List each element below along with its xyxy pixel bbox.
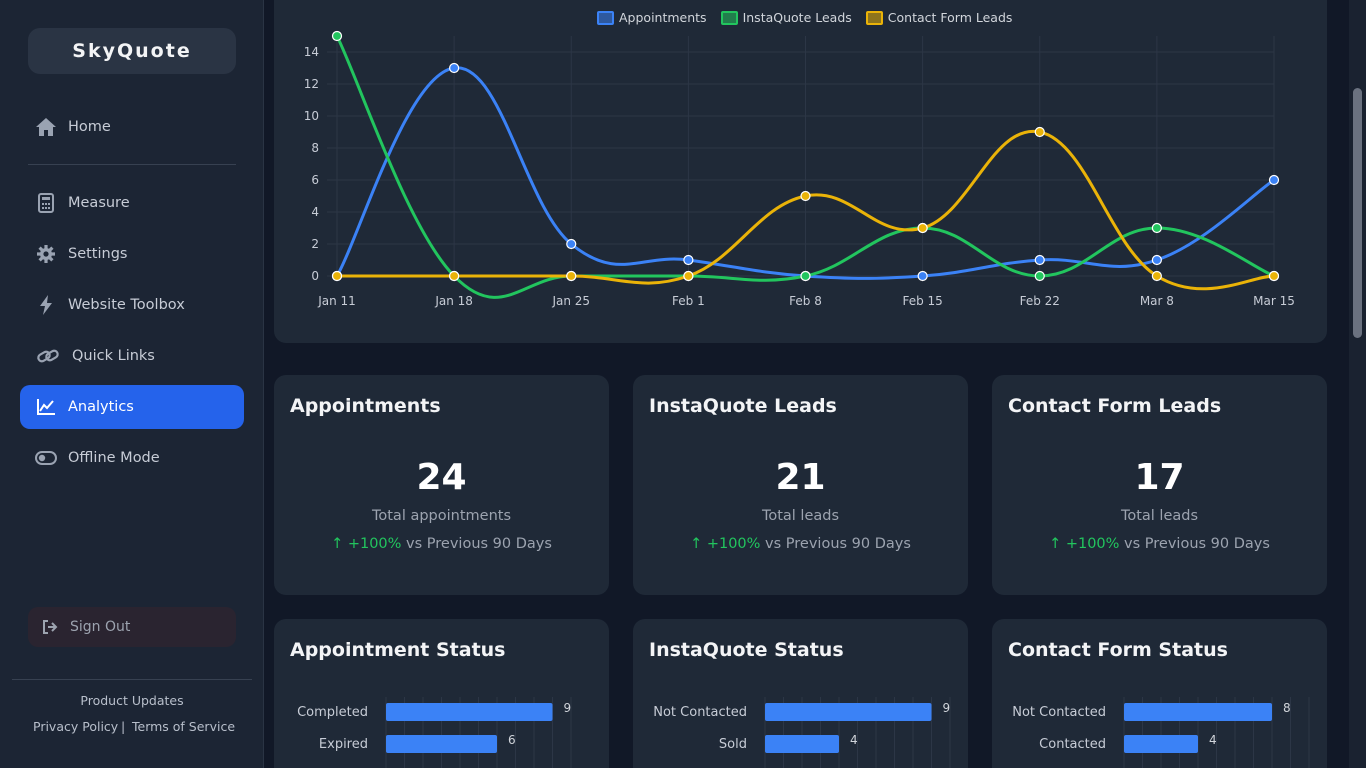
change-percent: +100% <box>706 536 761 552</box>
appointments-stat-card: Appointments 24 Total appointments ↑ +10… <box>274 375 609 595</box>
sign-out-icon <box>42 620 58 634</box>
sign-out-label: Sign Out <box>70 619 131 635</box>
product-updates-link[interactable]: Product Updates <box>80 693 184 708</box>
sidebar-item-label: Analytics <box>68 399 134 415</box>
status-bar[interactable] <box>386 703 553 721</box>
appointment-status-card: Appointment Status Completed 9 Expired 6 <box>274 619 609 768</box>
change-percent: +100% <box>1065 536 1120 552</box>
bar-label: Contacted <box>1039 737 1106 752</box>
bar-value: 8 <box>1283 701 1291 715</box>
card-title: Contact Form Status <box>1008 639 1228 661</box>
trend-chart-card <box>274 0 1327 343</box>
sidebar-item-label: Quick Links <box>72 348 155 364</box>
sidebar-item-label: Offline Mode <box>68 450 160 466</box>
change-suffix: vs Previous 90 Days <box>1119 536 1270 552</box>
sidebar-item-quick-links[interactable]: Quick Links <box>20 334 244 378</box>
bar-label: Sold <box>719 737 747 752</box>
sidebar-item-settings[interactable]: Settings <box>20 232 244 276</box>
legend-swatch <box>865 10 883 25</box>
footer-divider <box>12 679 252 680</box>
card-title: Appointment Status <box>290 639 506 661</box>
status-bar-chart: Not Contacted 8 Contacted 4 <box>1012 697 1310 768</box>
scrollbar-thumb[interactable] <box>1353 88 1362 338</box>
sidebar-item-label: Home <box>68 119 111 135</box>
card-title: InstaQuote Leads <box>649 395 837 417</box>
stat-label: Total leads <box>1120 508 1199 524</box>
legend-swatch <box>597 10 614 25</box>
sidebar-divider <box>28 164 236 165</box>
status-bar[interactable] <box>386 735 497 753</box>
contact-form-stat-card: Contact Form Leads 17 Total leads ↑ +100… <box>992 375 1327 595</box>
status-bar[interactable] <box>765 703 932 721</box>
legend-label: Appointments <box>619 10 707 25</box>
bar-value: 6 <box>508 733 516 747</box>
instaquote-stat-card: InstaQuote Leads 21 Total leads ↑ +100% … <box>633 375 968 595</box>
arrow-up-icon: ↑ <box>331 536 344 552</box>
sidebar-item-measure[interactable]: Measure <box>20 181 244 225</box>
sign-out-button[interactable]: Sign Out <box>28 607 236 647</box>
home-icon <box>34 115 58 139</box>
stat-change: ↑ +100% vs Previous 90 Days <box>633 536 968 552</box>
arrow-up-icon: ↑ <box>1049 536 1062 552</box>
stat-value: 24 <box>416 457 467 498</box>
card-title: Contact Form Leads <box>1008 395 1222 417</box>
sidebar-item-label: Measure <box>68 195 130 211</box>
sidebar-item-label: Website Toolbox <box>68 297 185 313</box>
status-bar[interactable] <box>765 735 839 753</box>
sidebar-item-offline-mode[interactable]: Offline Mode <box>20 436 244 480</box>
bar-label: Expired <box>319 737 368 752</box>
status-bar-chart: Not Contacted 9 Sold 4 <box>653 697 951 768</box>
status-bar-chart: Completed 9 Expired 6 <box>297 697 572 768</box>
calculator-icon <box>34 191 58 215</box>
legend-appointments[interactable]: Appointments <box>597 10 707 25</box>
bar-label: Not Contacted <box>1012 705 1106 720</box>
lightning-icon <box>34 293 58 317</box>
chart-line-icon <box>34 395 58 419</box>
privacy-policy-link[interactable]: Privacy Policy <box>33 719 119 734</box>
sidebar: SkyQuote Home Measure Settings Website T… <box>0 0 264 768</box>
bar-value: 4 <box>850 733 858 747</box>
card-title: InstaQuote Status <box>649 639 844 661</box>
stat-change: ↑ +100% vs Previous 90 Days <box>992 536 1327 552</box>
sidebar-item-analytics[interactable]: Analytics <box>20 385 244 429</box>
status-bar[interactable] <box>1124 703 1272 721</box>
change-percent: +100% <box>347 536 402 552</box>
stat-value: 21 <box>775 457 826 498</box>
bar-label: Completed <box>297 705 368 720</box>
bar-value: 4 <box>1209 733 1217 747</box>
legend-label: Contact Form Leads <box>887 10 1013 25</box>
legend-label: InstaQuote Leads <box>742 10 852 25</box>
stat-label: Total leads <box>761 508 840 524</box>
sidebar-item-label: Settings <box>68 246 128 262</box>
stat-change: ↑ +100% vs Previous 90 Days <box>274 536 609 552</box>
legend-swatch <box>720 10 738 25</box>
contact-form-status-card: Contact Form Status Not Contacted 8 Contac… <box>992 619 1327 768</box>
gear-icon <box>34 242 58 266</box>
terms-of-service-link[interactable]: Terms of Service <box>132 719 236 734</box>
bar-value: 9 <box>943 701 951 715</box>
stat-label: Total appointments <box>371 508 512 524</box>
sidebar-item-home[interactable]: Home <box>20 105 244 149</box>
change-suffix: vs Previous 90 Days <box>760 536 911 552</box>
arrow-up-icon: ↑ <box>690 536 703 552</box>
legend-instaquote[interactable]: InstaQuote Leads <box>720 10 852 25</box>
footer-separator: | <box>121 719 126 734</box>
instaquote-status-card: InstaQuote Status Not Contacted 9 Sold 4 <box>633 619 968 768</box>
chart-legend: Appointments InstaQuote Leads Contact Fo… <box>597 10 1012 25</box>
change-suffix: vs Previous 90 Days <box>401 536 552 552</box>
page-scrollbar[interactable] <box>1349 0 1366 768</box>
card-title: Appointments <box>290 395 441 417</box>
stat-value: 17 <box>1134 457 1185 498</box>
sidebar-item-website-toolbox[interactable]: Website Toolbox <box>20 283 244 327</box>
toggle-icon <box>34 446 58 470</box>
status-bar[interactable] <box>1124 735 1198 753</box>
link-icon <box>34 344 62 368</box>
brand-logo[interactable]: SkyQuote <box>28 28 236 74</box>
bar-label: Not Contacted <box>653 705 747 720</box>
bar-value: 9 <box>564 701 572 715</box>
legend-contact-form[interactable]: Contact Form Leads <box>865 10 1013 25</box>
